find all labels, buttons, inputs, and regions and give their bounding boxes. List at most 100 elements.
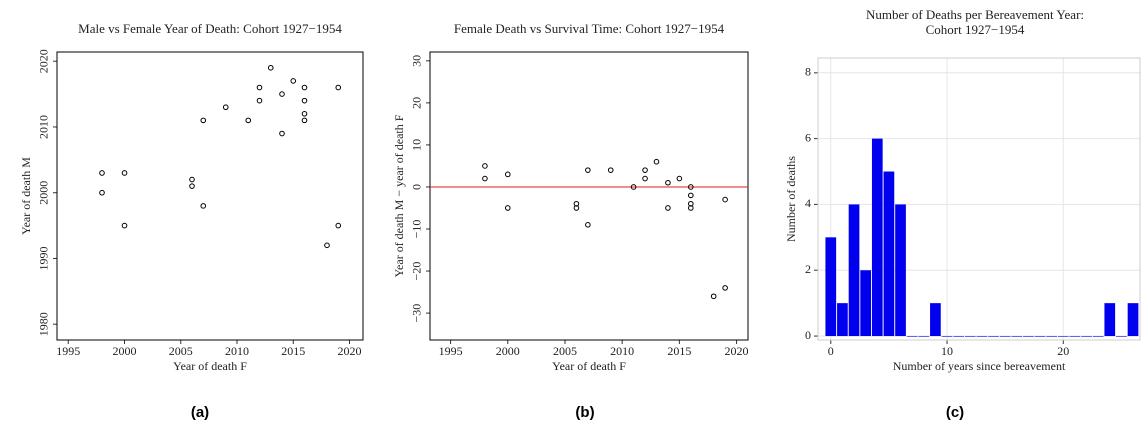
point [688, 184, 694, 190]
point [301, 111, 308, 117]
y-tick-label: −30 [410, 304, 424, 323]
bar [848, 204, 860, 337]
chart-title: Female Death vs Survival Time: Cohort 19… [454, 21, 725, 36]
chart-title: Cohort 1927−1954 [926, 22, 1025, 37]
point [653, 158, 660, 165]
y-tick-label: 2 [805, 262, 811, 276]
point [607, 167, 614, 173]
point [99, 170, 105, 176]
point [665, 179, 671, 186]
plot-frame [56, 51, 364, 341]
x-tick-label: 2005 [553, 344, 577, 358]
bar [988, 336, 999, 337]
bar [825, 237, 837, 337]
bar [1046, 336, 1058, 337]
point [504, 205, 511, 211]
bar [883, 171, 895, 337]
x-tick-label: 20 [1057, 344, 1069, 358]
bar [871, 138, 883, 337]
point [665, 205, 671, 211]
bar [1023, 336, 1034, 337]
x-tick-label: 0 [828, 344, 834, 358]
point [189, 176, 195, 183]
point [256, 97, 263, 104]
x-axis-label: Year of death F [552, 359, 626, 373]
x-axis-label: Number of years since bereavement [893, 359, 1066, 373]
x-tick-label: 2015 [281, 344, 305, 358]
bar [1116, 336, 1127, 337]
point [482, 175, 488, 182]
y-tick-label: 1980 [37, 312, 51, 336]
chart-title: Male vs Female Year of Death: Cohort 192… [78, 21, 342, 36]
y-tick-label: 30 [410, 55, 424, 67]
point [722, 285, 728, 291]
bar [1127, 303, 1139, 337]
point [642, 167, 648, 173]
point [335, 222, 342, 229]
point [267, 64, 274, 71]
x-tick-label: 2000 [496, 344, 520, 358]
point [290, 78, 297, 84]
y-tick-label: 8 [805, 65, 811, 79]
x-tick-label: 2020 [725, 344, 749, 358]
point [585, 222, 591, 228]
point [504, 171, 511, 178]
y-axis-label: Year of death M [19, 157, 33, 235]
bar [1011, 336, 1023, 337]
bar [1081, 336, 1092, 337]
bar [837, 303, 848, 337]
caption: (c) [946, 404, 964, 421]
point [335, 84, 342, 91]
x-tick-label: 1995 [56, 344, 80, 358]
y-axis-label: Year of death M − year of death F [392, 114, 406, 277]
x-tick-label: 2005 [169, 344, 193, 358]
bar [1092, 336, 1104, 337]
bar [953, 336, 965, 337]
point [245, 117, 252, 124]
y-tick-label: −10 [410, 220, 424, 239]
point [301, 117, 308, 124]
bar [930, 303, 941, 337]
y-tick-label: −20 [410, 262, 424, 281]
point [200, 203, 207, 209]
point [710, 293, 717, 300]
bar [1034, 336, 1046, 337]
bar [1057, 336, 1069, 337]
bar [906, 336, 918, 337]
caption: (b) [575, 404, 594, 421]
bar [964, 336, 976, 337]
bar [918, 336, 930, 337]
x-tick-label: 1995 [439, 344, 463, 358]
y-tick-label: 10 [410, 139, 424, 151]
plot-frame [817, 57, 1141, 341]
y-axis-label: Number of deaths [784, 156, 798, 242]
x-axis-label: Year of death F [173, 359, 247, 373]
point [279, 91, 285, 97]
x-tick-label: 2010 [225, 344, 249, 358]
point [301, 97, 308, 104]
point [482, 163, 488, 169]
y-tick-label: 0 [410, 184, 424, 190]
point [573, 205, 580, 211]
point [256, 84, 263, 91]
point [121, 170, 128, 176]
point [630, 184, 637, 190]
bar [941, 336, 953, 337]
x-tick-label: 2010 [610, 344, 634, 358]
caption: (a) [191, 404, 209, 421]
x-tick-label: 2015 [667, 344, 691, 358]
point [99, 189, 105, 196]
point [189, 183, 195, 189]
y-tick-label: 20 [410, 97, 424, 109]
point [222, 104, 229, 111]
point [121, 222, 128, 229]
y-tick-label: 2010 [37, 115, 51, 139]
point [676, 175, 683, 182]
point [722, 196, 728, 203]
x-tick-label: 2000 [113, 344, 137, 358]
bar [976, 336, 988, 337]
y-tick-label: 6 [805, 130, 811, 144]
x-tick-label: 10 [941, 344, 953, 358]
point [688, 192, 694, 199]
